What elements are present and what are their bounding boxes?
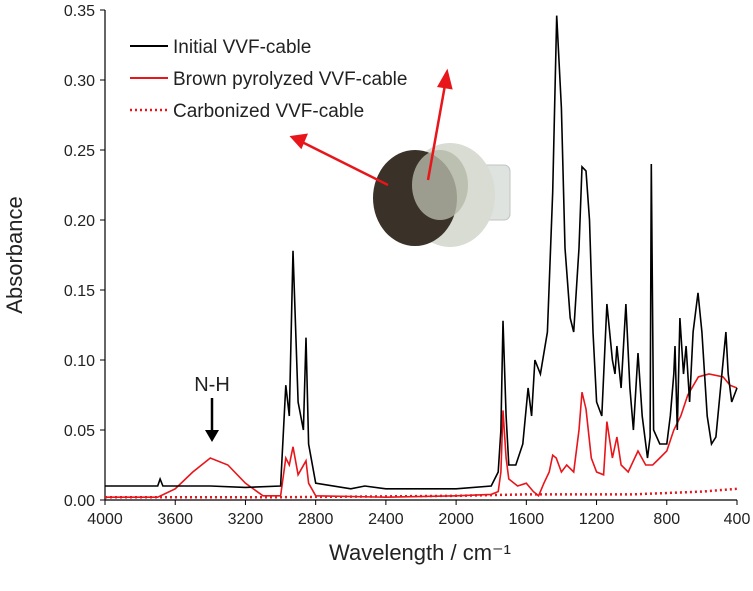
legend-label: Carbonized VVF-cable xyxy=(173,101,364,122)
annotation: N-H xyxy=(194,374,230,396)
y-tick-label: 0.10 xyxy=(64,353,95,370)
x-tick-label: 1600 xyxy=(509,511,545,528)
x-tick-label: 3600 xyxy=(157,511,193,528)
legend-label: Brown pyrolyzed VVF-cable xyxy=(173,69,407,90)
x-tick-label: 2800 xyxy=(298,511,334,528)
annotation-arrowhead xyxy=(205,430,219,442)
x-tick-label: 1200 xyxy=(579,511,615,528)
y-tick-label: 0.05 xyxy=(64,423,95,440)
series-line xyxy=(105,373,738,499)
y-tick-label: 0.30 xyxy=(64,73,95,90)
series-line xyxy=(105,487,738,499)
photo xyxy=(373,143,511,247)
x-tick-label: 2000 xyxy=(438,511,474,528)
photo-arrows xyxy=(289,68,453,187)
y-tick-label: 0.15 xyxy=(64,283,95,300)
y-tick-label: 0.35 xyxy=(64,3,95,20)
series-line xyxy=(105,15,738,490)
y-tick-label: 0.25 xyxy=(64,143,95,160)
legend-label: Initial VVF-cable xyxy=(173,37,311,58)
x-tick-label: 3200 xyxy=(228,511,264,528)
x-axis-label: Wavelength / cm⁻¹ xyxy=(329,540,511,565)
x-tick-label: 400 xyxy=(724,511,751,528)
y-tick-label: 0.20 xyxy=(64,213,95,230)
x-tick-label: 4000 xyxy=(87,511,123,528)
y-axis-label: Absorbance xyxy=(2,196,27,313)
x-tick-label: 800 xyxy=(653,511,680,528)
x-tick-label: 2400 xyxy=(368,511,404,528)
y-tick-label: 0.00 xyxy=(64,493,95,510)
